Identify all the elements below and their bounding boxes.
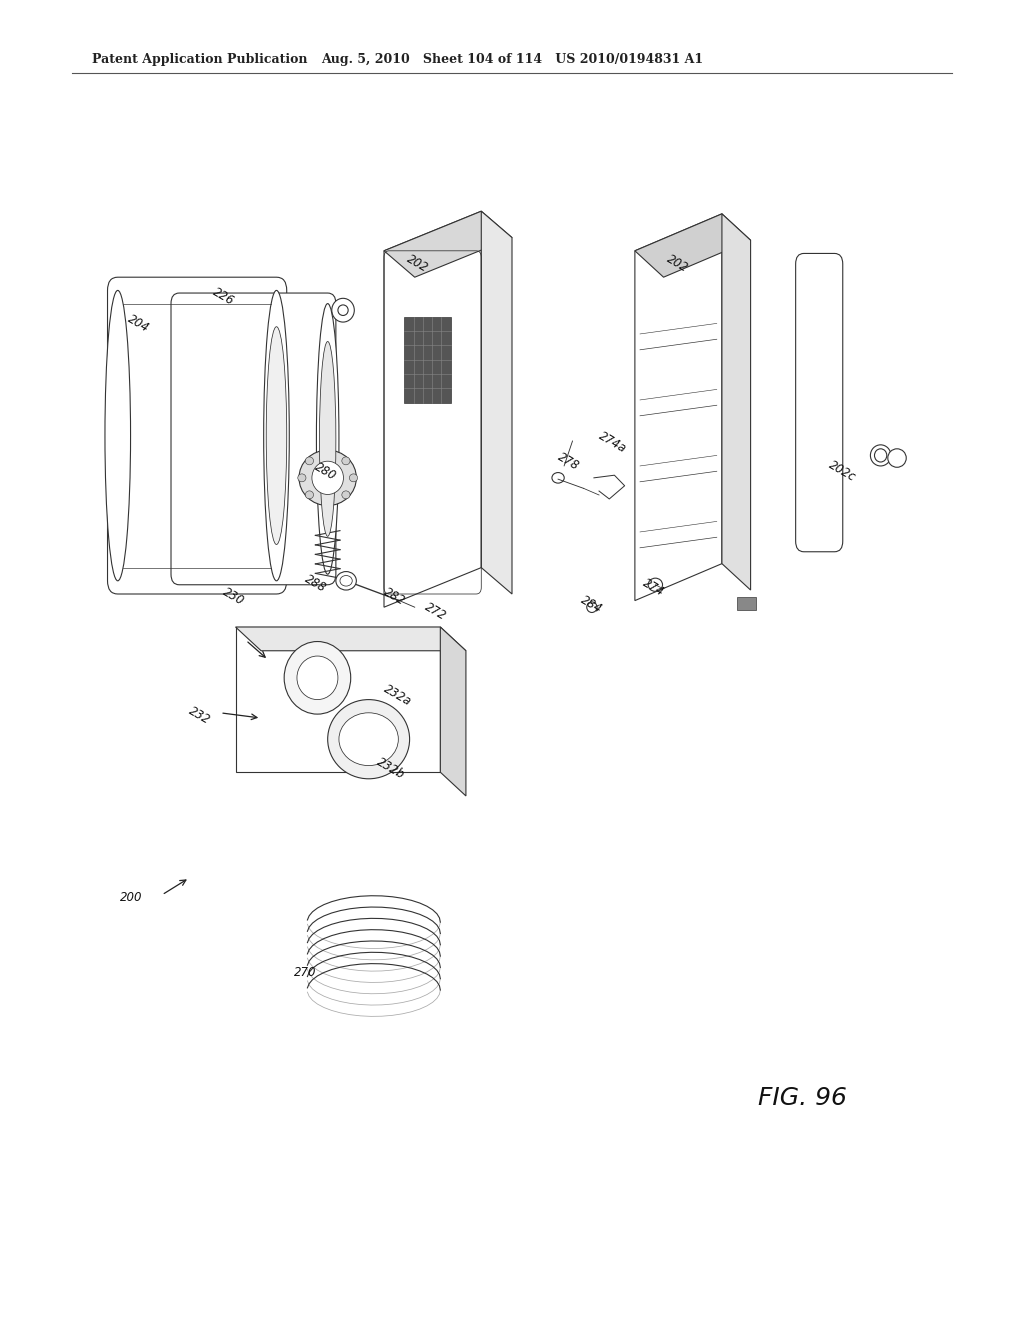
Ellipse shape — [552, 473, 564, 483]
PathPatch shape — [481, 211, 512, 594]
Ellipse shape — [324, 450, 332, 458]
FancyBboxPatch shape — [796, 253, 843, 552]
Text: 204: 204 — [125, 312, 152, 335]
PathPatch shape — [384, 211, 512, 277]
Ellipse shape — [298, 474, 306, 482]
PathPatch shape — [722, 214, 751, 590]
Bar — [737, 597, 756, 610]
Ellipse shape — [319, 342, 336, 536]
FancyBboxPatch shape — [171, 293, 336, 585]
PathPatch shape — [635, 214, 722, 601]
Text: 280: 280 — [312, 459, 339, 483]
Text: Aug. 5, 2010   Sheet 104 of 114   US 2010/0194831 A1: Aug. 5, 2010 Sheet 104 of 114 US 2010/01… — [321, 53, 703, 66]
Ellipse shape — [339, 713, 398, 766]
Ellipse shape — [266, 326, 287, 544]
Ellipse shape — [870, 445, 891, 466]
PathPatch shape — [635, 214, 751, 277]
Text: 278: 278 — [555, 450, 582, 474]
Text: 272: 272 — [422, 599, 449, 623]
FancyBboxPatch shape — [108, 277, 287, 594]
Ellipse shape — [332, 298, 354, 322]
Text: 282: 282 — [381, 585, 408, 609]
Text: 232a: 232a — [381, 682, 414, 709]
Ellipse shape — [297, 656, 338, 700]
Ellipse shape — [342, 491, 350, 499]
Text: 202: 202 — [404, 252, 431, 276]
Text: 230: 230 — [220, 585, 247, 609]
Ellipse shape — [299, 450, 356, 506]
Ellipse shape — [587, 602, 597, 612]
Text: 232: 232 — [186, 704, 213, 727]
Ellipse shape — [349, 474, 357, 482]
Text: 232b: 232b — [375, 755, 408, 781]
PathPatch shape — [236, 627, 466, 651]
Ellipse shape — [105, 290, 131, 581]
Ellipse shape — [264, 290, 290, 581]
Bar — [236, 627, 440, 772]
Ellipse shape — [305, 457, 313, 465]
Text: 200: 200 — [120, 891, 142, 904]
Text: Patent Application Publication: Patent Application Publication — [92, 53, 307, 66]
Text: FIG. 96: FIG. 96 — [758, 1086, 847, 1110]
Ellipse shape — [340, 576, 352, 586]
PathPatch shape — [384, 211, 481, 607]
Ellipse shape — [338, 305, 348, 315]
Text: 288: 288 — [302, 572, 329, 595]
Ellipse shape — [874, 449, 887, 462]
Text: 226: 226 — [210, 285, 237, 309]
Bar — [404, 317, 451, 403]
Text: 202c: 202c — [827, 458, 858, 484]
Ellipse shape — [284, 642, 350, 714]
Text: 202: 202 — [665, 252, 691, 276]
Ellipse shape — [305, 491, 313, 499]
Text: 284: 284 — [579, 593, 605, 616]
Ellipse shape — [342, 457, 350, 465]
PathPatch shape — [440, 627, 466, 796]
Text: 274a: 274a — [596, 429, 629, 455]
Ellipse shape — [312, 461, 343, 495]
Text: 270: 270 — [294, 966, 316, 979]
Ellipse shape — [324, 498, 332, 506]
Ellipse shape — [336, 572, 356, 590]
Ellipse shape — [328, 700, 410, 779]
Ellipse shape — [316, 304, 339, 574]
Ellipse shape — [648, 578, 663, 591]
Ellipse shape — [888, 449, 906, 467]
Text: 274: 274 — [640, 576, 667, 599]
